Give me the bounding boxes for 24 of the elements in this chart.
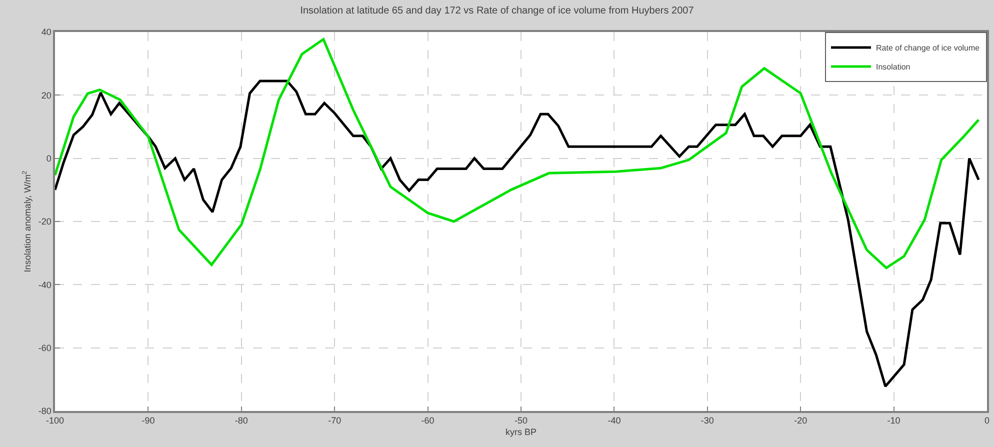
x-tick-label: -60	[421, 416, 434, 426]
x-tick-label: 0	[984, 416, 990, 426]
chart-title: Insolation at latitude 65 and day 172 vs Rate of change of ice volume from Huybers 2007	[300, 6, 694, 17]
x-tick-label: -90	[142, 416, 155, 426]
x-tick-label: -100	[46, 416, 64, 426]
x-tick-label: -10	[887, 416, 900, 426]
x-tick-label: -80	[234, 416, 248, 426]
y-tick-label: 20	[41, 90, 52, 100]
y-tick-label: -80	[38, 406, 52, 416]
line-series	[55, 38, 980, 270]
y-tick-label: -20	[38, 216, 52, 227]
x-tick-label: -30	[700, 416, 714, 426]
y-tick-label: -40	[38, 280, 52, 290]
x-axis-title: kyrs BP	[505, 426, 537, 437]
x-tick-label: -70	[328, 416, 342, 426]
y-tick-label: -60	[38, 342, 52, 353]
x-tick-label: -50	[514, 416, 528, 426]
legend-label: Insolation	[876, 62, 910, 72]
x-tick-label: -40	[608, 416, 621, 426]
line-series	[55, 80, 980, 388]
x-tick-label: -20	[794, 416, 808, 426]
y-tick-label: 0	[46, 153, 52, 164]
y-tick-label: 40	[41, 27, 52, 38]
legend-label: Rate of change of ice volume	[876, 44, 980, 53]
